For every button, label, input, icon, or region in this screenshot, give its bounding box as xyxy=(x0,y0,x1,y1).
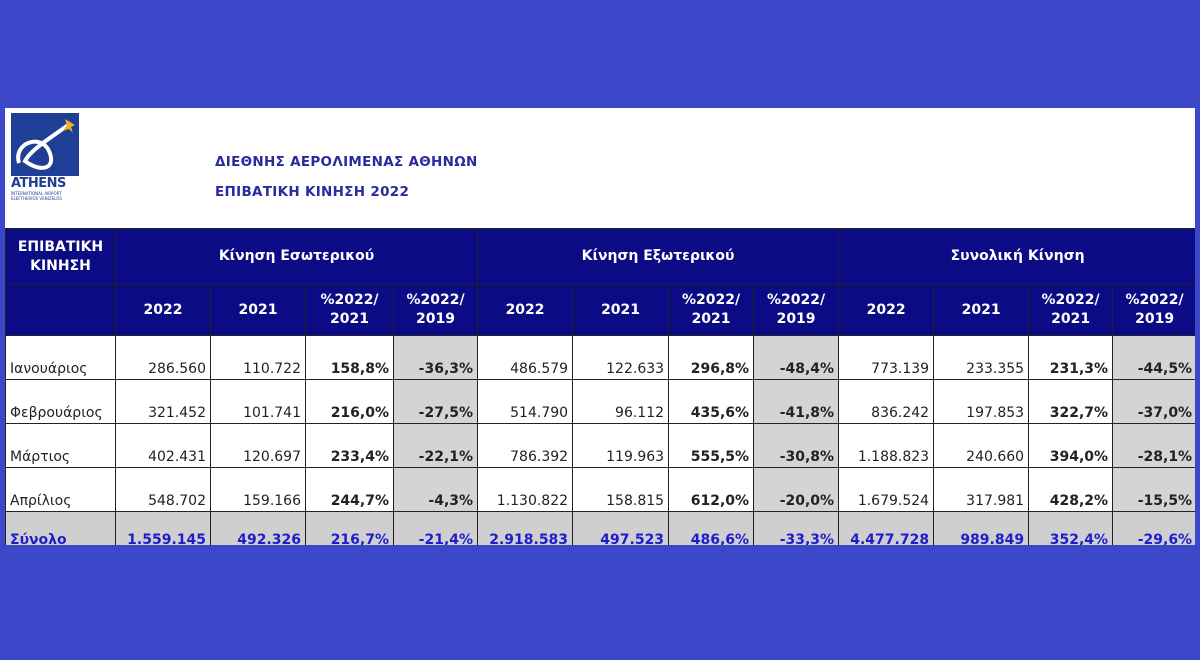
page-subtitle: ΕΠΙΒΑΤΙΚΗ ΚΙΝΗΣΗ 2022 xyxy=(215,184,410,200)
column-header: 2022 xyxy=(115,284,211,336)
value-cell: 233,4% xyxy=(305,423,394,468)
value-cell: 322,7% xyxy=(1028,379,1114,424)
value-cell: -36,3% xyxy=(392,335,479,380)
value-cell: 486.579 xyxy=(477,335,574,380)
value-cell: 296,8% xyxy=(668,335,755,380)
table-row: Μάρτιος 402.431 120.697 233,4% -22,1% 786.392… xyxy=(5,423,1195,468)
value-cell: 4.477.728 xyxy=(838,511,935,545)
value-cell: 120.697 xyxy=(210,423,306,468)
value-cell: 548.702 xyxy=(115,467,211,512)
column-header: %2022/ 2021 xyxy=(305,284,394,336)
value-cell: 101.741 xyxy=(210,379,306,424)
value-cell: -21,4% xyxy=(392,511,479,545)
value-cell: 216,0% xyxy=(305,379,394,424)
value-cell: -22,1% xyxy=(392,423,479,468)
value-cell: 1.188.823 xyxy=(838,423,935,468)
value-cell: 773.139 xyxy=(838,335,935,380)
column-header: 2022 xyxy=(838,284,935,336)
passenger-traffic-table: ΕΠΙΒΑΤΙΚΗ ΚΙΝΗΣΗ Κίνηση Εσωτερικού Κίνησ… xyxy=(5,228,1195,545)
value-cell: -28,1% xyxy=(1112,423,1195,468)
value-cell: 233.355 xyxy=(933,335,1030,380)
table-row: Ιανουάριος 286.560 110.722 158,8% -36,3% 486.… xyxy=(5,335,1195,380)
value-cell: 435,6% xyxy=(668,379,755,424)
logo-emblem-icon xyxy=(11,113,79,176)
value-cell: 159.166 xyxy=(210,467,306,512)
value-cell: 158.815 xyxy=(572,467,670,512)
column-header: %2022/ 2021 xyxy=(1028,284,1114,336)
value-cell: 197.853 xyxy=(933,379,1030,424)
value-cell: -33,3% xyxy=(753,511,840,545)
value-cell: 836.242 xyxy=(838,379,935,424)
column-header: %2022/ 2019 xyxy=(392,284,479,336)
value-cell: -37,0% xyxy=(1112,379,1195,424)
value-cell: -20,0% xyxy=(753,467,840,512)
column-header: %2022/ 2021 xyxy=(668,284,755,336)
value-cell: 110.722 xyxy=(210,335,306,380)
value-cell: -48,4% xyxy=(753,335,840,380)
report-panel: ATHENS INTERNATIONAL AIRPORT ELEFTHERIOS… xyxy=(5,108,1195,545)
column-header: 2021 xyxy=(210,284,306,336)
value-cell: 612,0% xyxy=(668,467,755,512)
value-cell: 216,7% xyxy=(305,511,394,545)
value-cell: 989.849 xyxy=(933,511,1030,545)
month-cell: Απρίλιος xyxy=(5,467,116,512)
value-cell: 321.452 xyxy=(115,379,211,424)
value-cell: -29,6% xyxy=(1112,511,1195,545)
value-cell: 497.523 xyxy=(572,511,670,545)
value-cell: -41,8% xyxy=(753,379,840,424)
month-cell: Φεβρουάριος xyxy=(5,379,116,424)
logo-subtext: INTERNATIONAL AIRPORT ELEFTHERIOS VENIZE… xyxy=(11,191,62,201)
month-cell: Μάρτιος xyxy=(5,423,116,468)
value-cell: -27,5% xyxy=(392,379,479,424)
value-cell: 1.679.524 xyxy=(838,467,935,512)
value-cell: 786.392 xyxy=(477,423,574,468)
value-cell: 1.130.822 xyxy=(477,467,574,512)
value-cell: 119.963 xyxy=(572,423,670,468)
value-cell: 428,2% xyxy=(1028,467,1114,512)
value-cell: 394,0% xyxy=(1028,423,1114,468)
value-cell: 1.559.145 xyxy=(115,511,211,545)
value-cell: 486,6% xyxy=(668,511,755,545)
group-header-total: Συνολική Κίνηση xyxy=(838,228,1195,285)
column-header: 2022 xyxy=(477,284,574,336)
group-header-domestic: Κίνηση Εσωτερικού xyxy=(114,228,479,285)
value-cell: -30,8% xyxy=(753,423,840,468)
value-cell: 96.112 xyxy=(572,379,670,424)
value-cell: 555,5% xyxy=(668,423,755,468)
value-cell: 2.918.583 xyxy=(477,511,574,545)
column-header: %2022/ 2019 xyxy=(1112,284,1195,336)
value-cell: 492.326 xyxy=(210,511,306,545)
value-cell: 240.660 xyxy=(933,423,1030,468)
value-cell: 158,8% xyxy=(305,335,394,380)
blank-header xyxy=(5,284,116,336)
column-header: 2021 xyxy=(572,284,670,336)
table-row: Απρίλιος 548.702 159.166 244,7% -4,3% 1.130.8… xyxy=(5,467,1195,512)
value-cell: -4,3% xyxy=(392,467,479,512)
value-cell: 231,3% xyxy=(1028,335,1114,380)
value-cell: -15,5% xyxy=(1112,467,1195,512)
column-header: 2021 xyxy=(933,284,1030,336)
total-row: Σύνολο 1.559.145 492.326 216,7% -21,4% 2.918.… xyxy=(5,511,1195,545)
page-title: ΔΙΕΘΝΗΣ ΑΕΡΟΛΙΜΕΝΑΣ ΑΘΗΝΩΝ xyxy=(215,154,478,170)
value-cell: 514.790 xyxy=(477,379,574,424)
month-cell: Ιανουάριος xyxy=(5,335,116,380)
corner-header: ΕΠΙΒΑΤΙΚΗ ΚΙΝΗΣΗ xyxy=(5,228,116,285)
athens-airport-logo: ATHENS INTERNATIONAL AIRPORT ELEFTHERIOS… xyxy=(11,113,79,203)
value-cell: 402.431 xyxy=(115,423,211,468)
table-row: Φεβρουάριος 321.452 101.741 216,0% -27,5% 514… xyxy=(5,379,1195,424)
value-cell: 317.981 xyxy=(933,467,1030,512)
value-cell: -44,5% xyxy=(1112,335,1195,380)
value-cell: 352,4% xyxy=(1028,511,1114,545)
value-cell: 122.633 xyxy=(572,335,670,380)
logo-word: ATHENS xyxy=(11,176,66,191)
value-cell: 286.560 xyxy=(115,335,211,380)
group-header-international: Κίνηση Εξωτερικού xyxy=(477,228,840,285)
value-cell: 244,7% xyxy=(305,467,394,512)
column-header: %2022/ 2019 xyxy=(753,284,840,336)
month-cell: Σύνολο xyxy=(5,511,116,545)
